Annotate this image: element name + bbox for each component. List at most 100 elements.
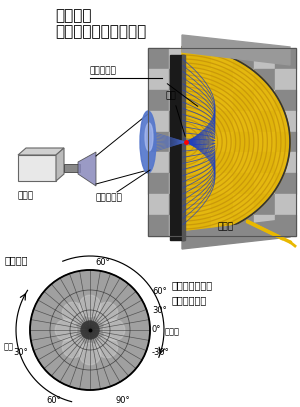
Polygon shape <box>78 152 96 186</box>
Circle shape <box>96 336 118 358</box>
Bar <box>64 164 80 172</box>
Text: 開発した: 開発した <box>55 8 92 23</box>
Bar <box>275 90 296 111</box>
Bar <box>148 215 169 236</box>
Text: 60°: 60° <box>152 287 167 295</box>
Bar <box>275 215 296 236</box>
Text: 90°: 90° <box>116 396 130 405</box>
Bar <box>254 111 275 131</box>
Bar <box>169 48 190 69</box>
Bar <box>169 111 190 131</box>
Bar <box>212 48 233 69</box>
Bar <box>190 48 211 69</box>
Text: 一度に強度分が
測定できる。: 一度に強度分が 測定できる。 <box>172 280 213 306</box>
Bar <box>212 194 233 215</box>
Bar <box>148 194 169 215</box>
Circle shape <box>62 336 84 358</box>
Bar <box>190 173 211 194</box>
Bar <box>148 173 169 194</box>
Circle shape <box>30 270 150 390</box>
Text: 極角: 極角 <box>4 342 14 351</box>
Bar <box>254 153 275 173</box>
Bar <box>169 194 190 215</box>
Ellipse shape <box>145 123 153 151</box>
Bar <box>232 215 254 236</box>
Polygon shape <box>182 219 290 249</box>
Text: スクリーン: スクリーン <box>95 193 122 202</box>
Text: 30°: 30° <box>152 306 167 315</box>
Bar <box>169 69 190 90</box>
Bar <box>169 153 190 173</box>
Bar <box>275 131 296 153</box>
Bar <box>254 173 275 194</box>
Circle shape <box>96 302 118 324</box>
Text: -30°: -30° <box>152 348 170 357</box>
Bar <box>232 194 254 215</box>
Circle shape <box>55 319 77 341</box>
Text: 30°: 30° <box>13 348 28 357</box>
Bar <box>148 90 169 111</box>
Bar <box>275 69 296 90</box>
Text: 試料: 試料 <box>165 91 176 100</box>
Bar <box>190 194 211 215</box>
Text: 放射光: 放射光 <box>218 222 234 231</box>
Polygon shape <box>182 47 290 237</box>
Bar <box>170 55 184 240</box>
Bar <box>232 173 254 194</box>
Bar <box>212 173 233 194</box>
Bar <box>190 111 211 131</box>
Bar <box>148 69 169 90</box>
Bar <box>182 55 185 240</box>
Bar <box>190 131 211 153</box>
Bar <box>254 69 275 90</box>
Text: 方位角: 方位角 <box>165 328 180 337</box>
Polygon shape <box>18 148 64 155</box>
Bar <box>212 131 233 153</box>
Bar <box>212 111 233 131</box>
Bar <box>190 69 211 90</box>
Circle shape <box>79 295 101 317</box>
Bar <box>275 111 296 131</box>
Bar <box>232 153 254 173</box>
Text: 撮影画像: 撮影画像 <box>5 255 28 265</box>
Polygon shape <box>56 148 64 181</box>
Bar <box>212 215 233 236</box>
Circle shape <box>103 319 125 341</box>
Bar <box>190 90 211 111</box>
Bar <box>148 153 169 173</box>
Text: 60°: 60° <box>46 396 62 405</box>
Bar <box>212 90 233 111</box>
Bar <box>232 131 254 153</box>
Bar <box>169 131 190 153</box>
Bar <box>254 48 275 69</box>
Bar <box>254 90 275 111</box>
Text: カメラ: カメラ <box>18 191 34 200</box>
Bar <box>232 111 254 131</box>
Text: 電子エネルギー分析器: 電子エネルギー分析器 <box>55 24 146 39</box>
Circle shape <box>79 343 101 365</box>
Bar <box>169 90 190 111</box>
Circle shape <box>81 321 99 339</box>
Bar <box>148 48 296 236</box>
Bar <box>232 48 254 69</box>
Bar <box>190 215 211 236</box>
Bar <box>254 131 275 153</box>
Bar <box>212 69 233 90</box>
Bar <box>232 69 254 90</box>
Text: 電子の軌道: 電子の軌道 <box>90 66 117 75</box>
Bar <box>148 131 169 153</box>
Bar <box>212 153 233 173</box>
Bar <box>148 111 169 131</box>
Polygon shape <box>182 35 290 65</box>
Bar <box>275 173 296 194</box>
Bar <box>18 155 56 181</box>
Bar <box>232 90 254 111</box>
Bar <box>148 48 169 69</box>
Bar <box>275 194 296 215</box>
Bar <box>169 173 190 194</box>
Bar <box>275 48 296 69</box>
Bar <box>254 215 275 236</box>
Text: 0°: 0° <box>152 326 161 335</box>
Bar <box>190 153 211 173</box>
Bar <box>275 153 296 173</box>
